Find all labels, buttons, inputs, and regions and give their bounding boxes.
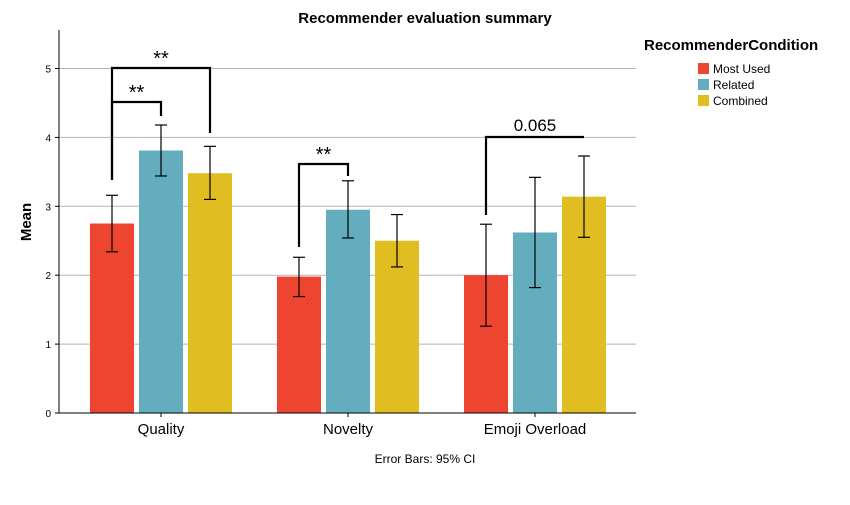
y-tick-label: 4 [45,133,51,144]
y-tick-label: 1 [45,340,51,351]
significance-bracket [110,66,212,180]
bar-related [326,209,370,413]
x-tick-label: Novelty [323,421,374,438]
bar-most-used [277,276,321,413]
y-axis-label: Mean [18,203,35,241]
bar-related [139,150,183,413]
legend-label: Most Used [713,62,770,76]
significance-bracket [484,135,584,215]
y-tick-label: 3 [45,202,51,213]
significance-annotations: ** ** ** 0.065 [110,48,584,247]
legend: Most Used Related Combined [698,62,770,108]
legend-swatch-combined [698,95,709,106]
error-bar-footnote: Error Bars: 95% CI [375,452,476,466]
x-tick-label: Quality [138,421,185,438]
bar-combined [375,240,419,413]
error-bars [106,124,590,327]
legend-label: Related [713,78,754,92]
significance-bracket [297,162,350,247]
y-tick-label: 2 [45,271,51,282]
bars [90,150,606,413]
chart-title: Recommender evaluation summary [298,10,552,27]
legend-title: RecommenderCondition [644,37,818,54]
legend-swatch-related [698,79,709,90]
significance-label: ** [316,144,332,166]
legend-swatch-most-used [698,63,709,74]
significance-label: ** [129,82,145,104]
bar-combined [188,173,232,413]
significance-label: 0.065 [514,116,557,135]
x-tick-label: Emoji Overload [484,421,587,438]
axes: 0 1 2 3 4 5 Quality Novelty Emoji Overload [45,30,636,438]
legend-label: Combined [713,94,768,108]
significance-label: ** [153,48,169,70]
y-tick-label: 5 [45,65,51,76]
bar-most-used [90,223,134,413]
y-tick-label: 0 [45,409,51,420]
